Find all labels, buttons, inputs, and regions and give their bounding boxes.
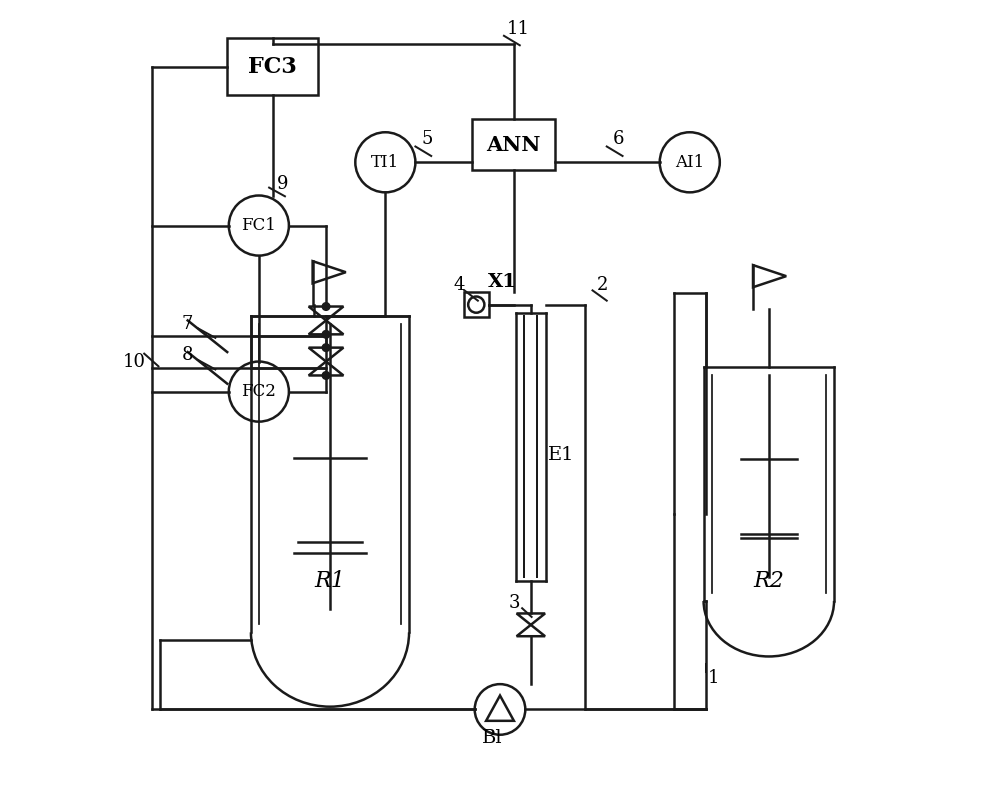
Bar bbox=[227, 38, 318, 95]
Text: 7: 7 bbox=[182, 315, 193, 332]
Circle shape bbox=[322, 303, 330, 310]
Circle shape bbox=[322, 331, 330, 338]
Text: ANN: ANN bbox=[487, 134, 541, 154]
Text: FC1: FC1 bbox=[241, 217, 276, 234]
Circle shape bbox=[322, 372, 330, 380]
Text: 5: 5 bbox=[422, 129, 433, 148]
Text: E1: E1 bbox=[548, 446, 575, 464]
Text: 9: 9 bbox=[277, 175, 288, 193]
Text: 1: 1 bbox=[708, 669, 719, 687]
Text: Bl: Bl bbox=[482, 729, 502, 747]
Text: FC2: FC2 bbox=[241, 383, 276, 400]
Bar bbox=[472, 119, 555, 170]
Text: AI1: AI1 bbox=[675, 153, 704, 171]
Text: 6: 6 bbox=[613, 129, 624, 148]
Text: TI1: TI1 bbox=[371, 153, 399, 171]
Text: 11: 11 bbox=[507, 21, 530, 38]
Text: 3: 3 bbox=[508, 594, 520, 613]
Circle shape bbox=[322, 344, 330, 352]
Text: R2: R2 bbox=[753, 570, 784, 592]
Text: FC3: FC3 bbox=[248, 56, 297, 78]
Text: 4: 4 bbox=[453, 276, 465, 294]
Text: 2: 2 bbox=[597, 276, 608, 294]
Text: X1: X1 bbox=[488, 273, 517, 292]
Text: 10: 10 bbox=[123, 352, 146, 371]
Text: 8: 8 bbox=[182, 346, 193, 364]
Bar bbox=[464, 292, 489, 317]
Text: R1: R1 bbox=[315, 570, 345, 592]
